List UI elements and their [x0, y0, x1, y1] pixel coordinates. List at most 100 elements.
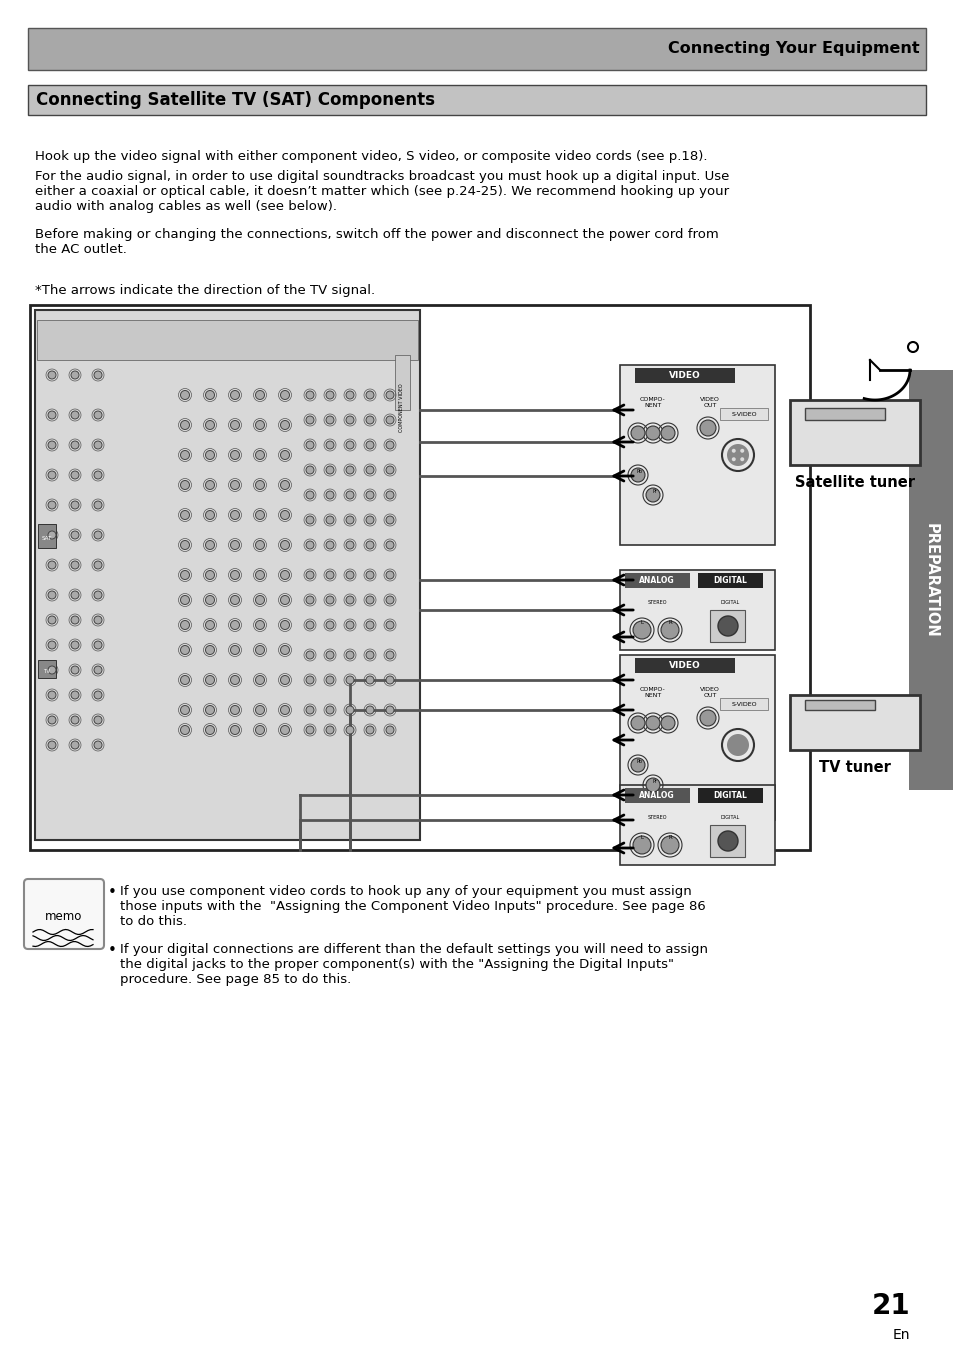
Circle shape [48, 590, 56, 599]
Text: PREPARATION: PREPARATION [923, 523, 938, 638]
Circle shape [255, 570, 264, 580]
Circle shape [94, 371, 102, 379]
Bar [38, 661, 56, 678]
Circle shape [645, 716, 659, 731]
Circle shape [718, 830, 738, 851]
Circle shape [205, 541, 214, 550]
Circle shape [48, 716, 56, 724]
Bar [624, 573, 689, 588]
Text: •: • [108, 886, 117, 900]
Circle shape [326, 675, 334, 683]
Circle shape [255, 705, 264, 714]
Circle shape [180, 511, 190, 519]
Circle shape [255, 421, 264, 430]
Circle shape [645, 778, 659, 793]
Circle shape [280, 480, 289, 489]
Bar [635, 658, 734, 673]
Circle shape [306, 651, 314, 659]
Circle shape [255, 480, 264, 489]
Circle shape [94, 470, 102, 479]
Circle shape [231, 675, 239, 685]
Circle shape [255, 725, 264, 735]
Circle shape [630, 758, 644, 772]
Circle shape [94, 531, 102, 539]
Text: Hook up the video signal with either component video, S video, or composite vide: Hook up the video signal with either com… [35, 150, 707, 163]
Circle shape [326, 441, 334, 449]
Circle shape [180, 391, 190, 399]
Circle shape [231, 511, 239, 519]
Text: Before making or changing the connections, switch off the power and disconnect t: Before making or changing the connection… [35, 228, 718, 256]
Circle shape [386, 491, 394, 499]
Circle shape [231, 450, 239, 460]
Circle shape [180, 596, 190, 604]
Bar [30, 305, 809, 851]
Text: Pb: Pb [637, 469, 642, 474]
Circle shape [205, 421, 214, 430]
Bar [35, 310, 419, 840]
Circle shape [346, 491, 354, 499]
Circle shape [346, 596, 354, 604]
Circle shape [366, 621, 374, 630]
Bar [635, 368, 734, 383]
Circle shape [255, 675, 264, 685]
Bar [28, 28, 925, 70]
Circle shape [48, 441, 56, 449]
Circle shape [386, 466, 394, 474]
Circle shape [346, 572, 354, 580]
Text: TV: TV [44, 669, 51, 674]
Circle shape [71, 531, 79, 539]
Circle shape [306, 541, 314, 549]
Circle shape [366, 727, 374, 735]
Circle shape [326, 596, 334, 604]
Circle shape [740, 457, 743, 461]
Circle shape [71, 501, 79, 510]
Circle shape [386, 621, 394, 630]
Circle shape [180, 421, 190, 430]
Circle shape [700, 710, 716, 727]
Circle shape [255, 541, 264, 550]
Circle shape [205, 570, 214, 580]
Bar [624, 789, 689, 803]
Text: TV tuner: TV tuner [819, 760, 890, 775]
Text: COMPO-
NENT: COMPO- NENT [639, 687, 665, 698]
Circle shape [180, 480, 190, 489]
Text: Pr: Pr [652, 489, 657, 493]
Circle shape [366, 441, 374, 449]
Text: •: • [108, 944, 117, 958]
Circle shape [660, 621, 679, 639]
Circle shape [346, 675, 354, 683]
Circle shape [386, 541, 394, 549]
Circle shape [180, 541, 190, 550]
Text: Pr: Pr [652, 779, 657, 785]
Circle shape [306, 391, 314, 399]
Circle shape [326, 491, 334, 499]
Bar [619, 655, 774, 820]
Circle shape [726, 735, 748, 756]
Text: L: L [639, 620, 643, 625]
Circle shape [94, 666, 102, 674]
Circle shape [231, 705, 239, 714]
Circle shape [180, 646, 190, 655]
Bar [804, 700, 874, 710]
Circle shape [280, 646, 289, 655]
Text: R: R [667, 834, 671, 840]
Circle shape [660, 426, 675, 439]
Circle shape [231, 620, 239, 630]
Text: DIGITAL: DIGITAL [720, 600, 739, 605]
Circle shape [94, 642, 102, 648]
Circle shape [386, 441, 394, 449]
Circle shape [700, 421, 716, 435]
Text: DIGITAL: DIGITAL [712, 791, 746, 799]
Bar [698, 789, 762, 803]
Circle shape [71, 716, 79, 724]
Bar [789, 400, 919, 465]
Circle shape [306, 675, 314, 683]
Circle shape [280, 391, 289, 399]
Circle shape [71, 371, 79, 379]
Bar [789, 696, 919, 749]
Circle shape [48, 692, 56, 700]
Circle shape [630, 468, 644, 483]
Text: VIDEO
OUT: VIDEO OUT [700, 687, 720, 698]
Text: *The arrows indicate the direction of the TV signal.: *The arrows indicate the direction of th… [35, 284, 375, 297]
Bar [709, 611, 744, 642]
